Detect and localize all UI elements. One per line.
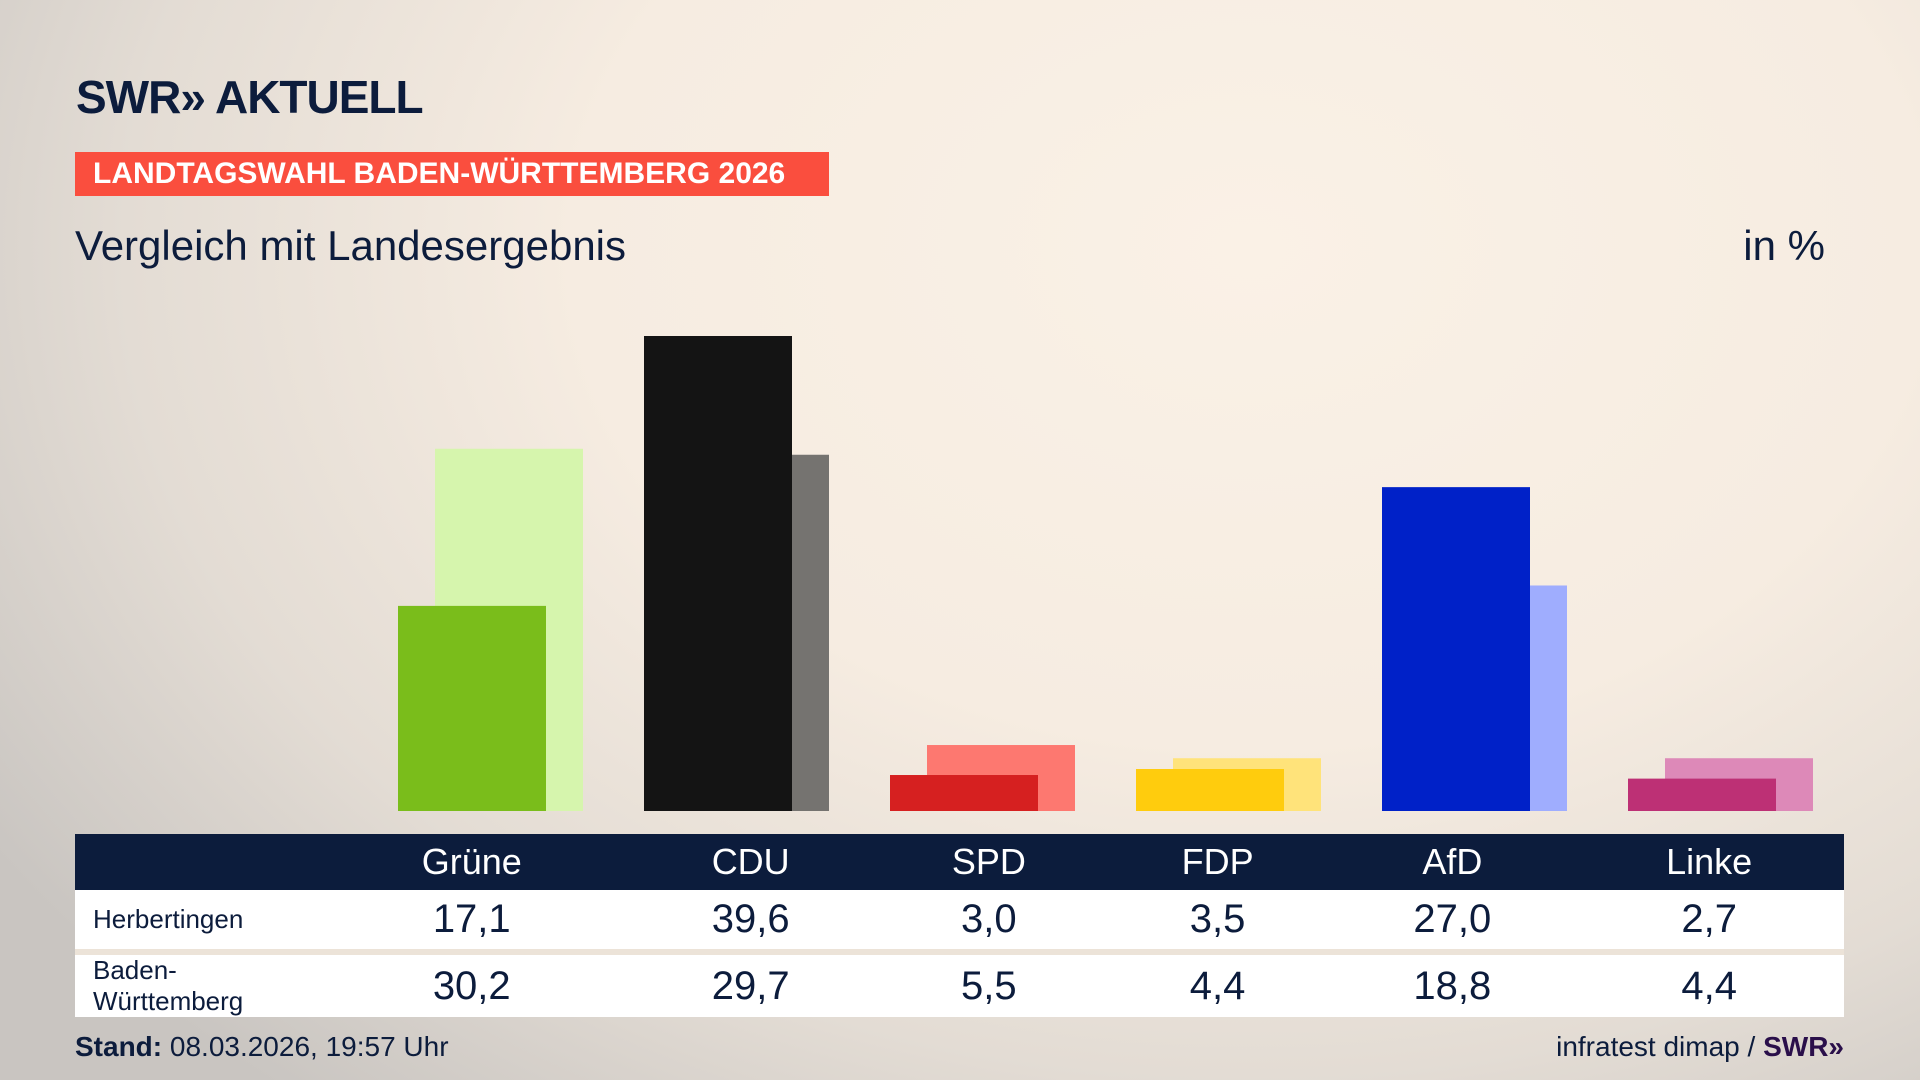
results-table: Grüne CDU SPD FDP AfD Linke Herbertingen…: [75, 834, 1844, 1017]
local-bar-grüne: [398, 605, 546, 811]
value-cell: 30,2: [315, 949, 629, 1017]
party-header: CDU: [628, 834, 873, 890]
election-banner: LANDTAGSWAHL BADEN-WÜRTTEMBERG 2026: [75, 152, 829, 196]
table-row: Baden-Württemberg 30,2 29,7 5,5 4,4 18,8 4,4: [75, 949, 1844, 1017]
local-bar-fdp: [1136, 769, 1284, 811]
local-bar-afd: [1382, 487, 1530, 811]
table-header: Grüne CDU SPD FDP AfD Linke: [75, 834, 1844, 890]
chart-subtitle: Vergleich mit Landesergebnis: [75, 222, 627, 269]
value-cell: 5,5: [872, 949, 1105, 1017]
local-bar-spd: [890, 775, 1038, 811]
party-header: SPD: [872, 834, 1105, 890]
party-header: Grüne: [315, 834, 629, 890]
swr-logo: SWR»: [1763, 1031, 1844, 1062]
value-cell: 27,0: [1330, 890, 1575, 949]
local-bar-linke: [1628, 778, 1776, 811]
table-row: Herbertingen 17,1 39,6 3,0 3,5 27,0 2,7: [75, 890, 1844, 949]
party-header: AfD: [1330, 834, 1575, 890]
value-cell: 17,1: [315, 890, 629, 949]
value-cell: 39,6: [628, 890, 873, 949]
value-cell: 4,4: [1574, 949, 1844, 1017]
timestamp: Stand: 08.03.2026, 19:57 Uhr: [75, 1031, 449, 1062]
party-header: Linke: [1574, 834, 1844, 890]
party-header: FDP: [1104, 834, 1331, 890]
value-cell: 29,7: [628, 949, 873, 1017]
swr-aktuell-logo: SWR» AKTUELL: [76, 71, 424, 123]
value-cell: 4,4: [1104, 949, 1331, 1017]
bar-chart: [398, 336, 1813, 811]
value-cell: 2,7: [1574, 890, 1844, 949]
source: infratest dimap / SWR»: [1556, 1031, 1844, 1062]
value-cell: 3,5: [1104, 890, 1331, 949]
row-label: Herbertingen: [75, 890, 315, 949]
row-label: Baden-Württemberg: [75, 949, 315, 1017]
local-bar-cdu: [644, 336, 792, 811]
value-cell: 3,0: [872, 890, 1105, 949]
value-cell: 18,8: [1330, 949, 1575, 1017]
unit-label: in %: [1743, 222, 1825, 269]
